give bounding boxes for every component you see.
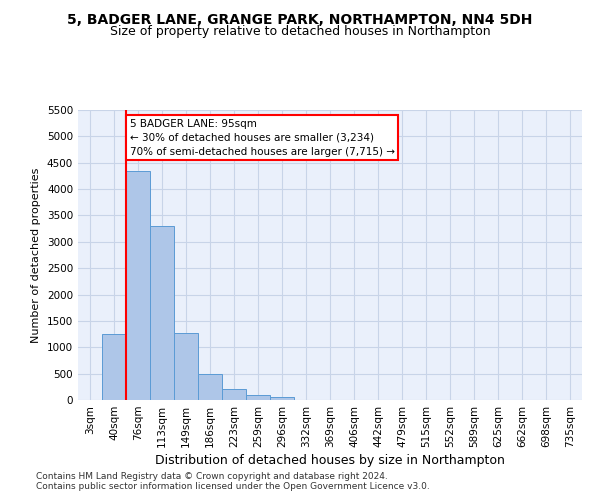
Bar (150, 226, 174, 400)
Bar (102, 334, 126, 400)
Bar (198, 374, 222, 400)
Bar (246, 396, 270, 400)
Y-axis label: Number of detached properties: Number of detached properties (31, 168, 41, 342)
Bar (174, 332, 198, 400)
Text: Contains HM Land Registry data © Crown copyright and database right 2024.: Contains HM Land Registry data © Crown c… (36, 472, 388, 481)
Text: 5 BADGER LANE: 95sqm
← 30% of detached houses are smaller (3,234)
70% of semi-de: 5 BADGER LANE: 95sqm ← 30% of detached h… (130, 118, 395, 156)
Bar (222, 388, 246, 400)
Bar (126, 171, 150, 400)
Text: Contains public sector information licensed under the Open Government Licence v3: Contains public sector information licen… (36, 482, 430, 491)
Bar (270, 398, 294, 400)
Text: Size of property relative to detached houses in Northampton: Size of property relative to detached ho… (110, 25, 490, 38)
Text: 5, BADGER LANE, GRANGE PARK, NORTHAMPTON, NN4 5DH: 5, BADGER LANE, GRANGE PARK, NORTHAMPTON… (67, 12, 533, 26)
X-axis label: Distribution of detached houses by size in Northampton: Distribution of detached houses by size … (155, 454, 505, 467)
